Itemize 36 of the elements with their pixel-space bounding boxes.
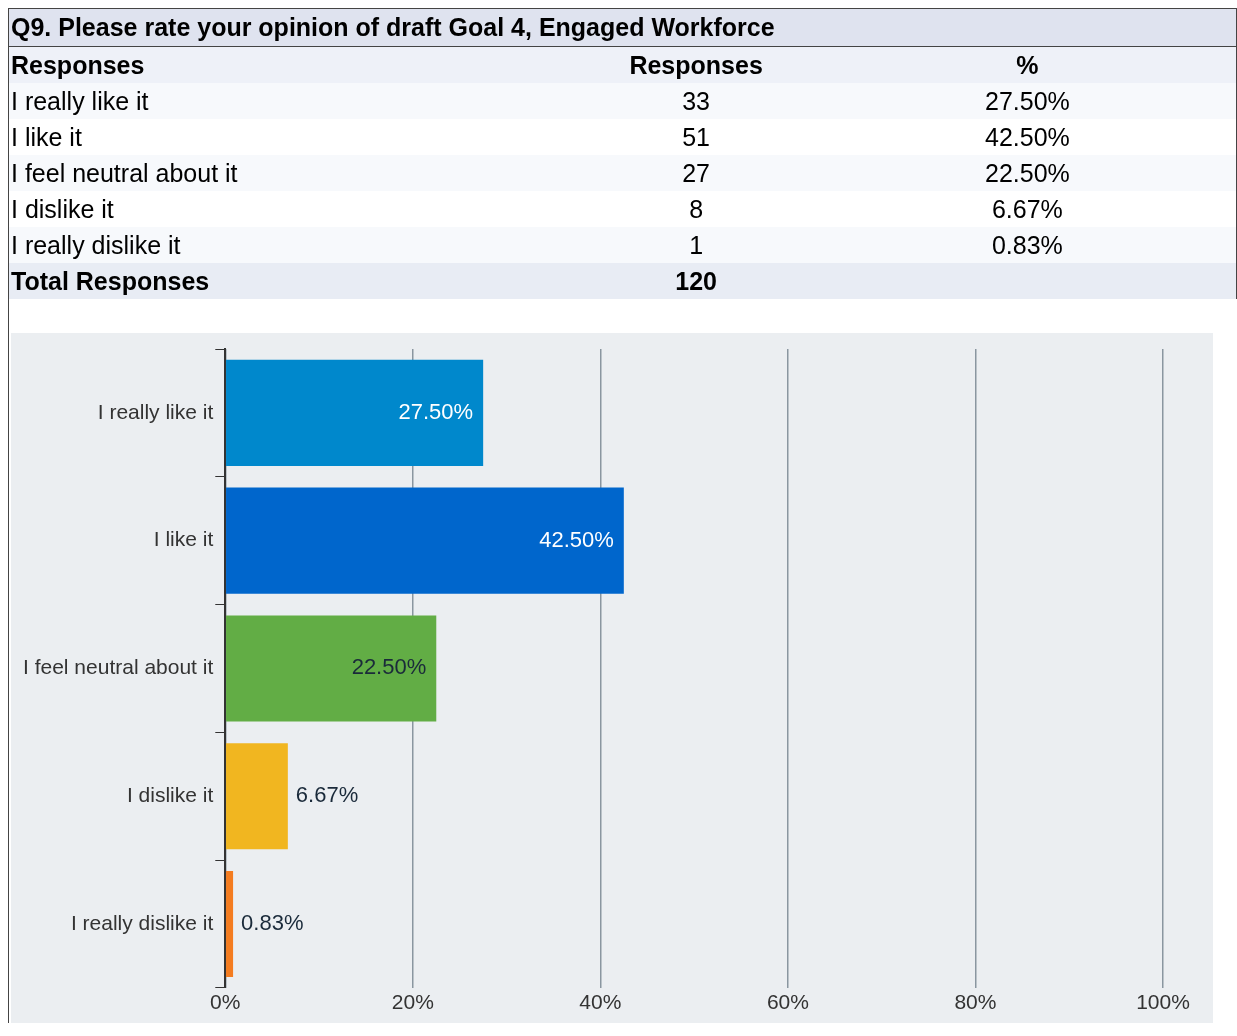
data-label: 6.67% — [295, 782, 359, 808]
y-tick-label: I really dislike it — [70, 910, 214, 934]
x-tick-label: 40% — [579, 990, 622, 1014]
data-label: 42.50% — [539, 526, 614, 552]
data-label: 27.50% — [398, 398, 474, 424]
text: Q9. Please rate your opinion of draft Goal 4, Engaged Workforce — [9, 9, 1236, 47]
category-label: I like it — [10, 121, 83, 153]
data-label: 33 — [681, 85, 711, 117]
y-tick-label: I like it — [153, 527, 214, 551]
data-label: 51 — [681, 121, 711, 153]
data-label: 0.83% — [241, 909, 304, 935]
text: 22.50% — [985, 158, 1070, 187]
bar — [226, 870, 234, 977]
text: 6.67% — [991, 194, 1063, 223]
data-label: 8 — [688, 193, 705, 225]
data-label: 1 — [688, 229, 705, 261]
x-tick-label: 80% — [954, 990, 997, 1014]
bar — [226, 743, 288, 850]
bar — [226, 487, 624, 594]
text: 42.50% — [985, 122, 1070, 151]
data-label: 22.50% — [351, 654, 427, 680]
x-tick-label: 0% — [210, 990, 241, 1014]
bar — [226, 615, 437, 722]
category-label: I really dislike it — [10, 229, 182, 261]
text: 27.50% — [985, 86, 1070, 115]
category-label: I dislike it — [10, 193, 115, 225]
category-label: I really like it — [10, 85, 150, 117]
y-tick-label: I feel neutral about it — [23, 655, 214, 679]
text: 0.83% — [991, 230, 1063, 259]
x-tick-label: 60% — [766, 990, 809, 1014]
y-tick-label: I dislike it — [126, 782, 214, 806]
x-tick-label: 100% — [1136, 990, 1190, 1014]
data-label: 27 — [681, 157, 711, 189]
y-tick-label: I really like it — [97, 399, 214, 423]
bar — [226, 359, 484, 466]
x-tick-label: 20% — [391, 990, 434, 1014]
